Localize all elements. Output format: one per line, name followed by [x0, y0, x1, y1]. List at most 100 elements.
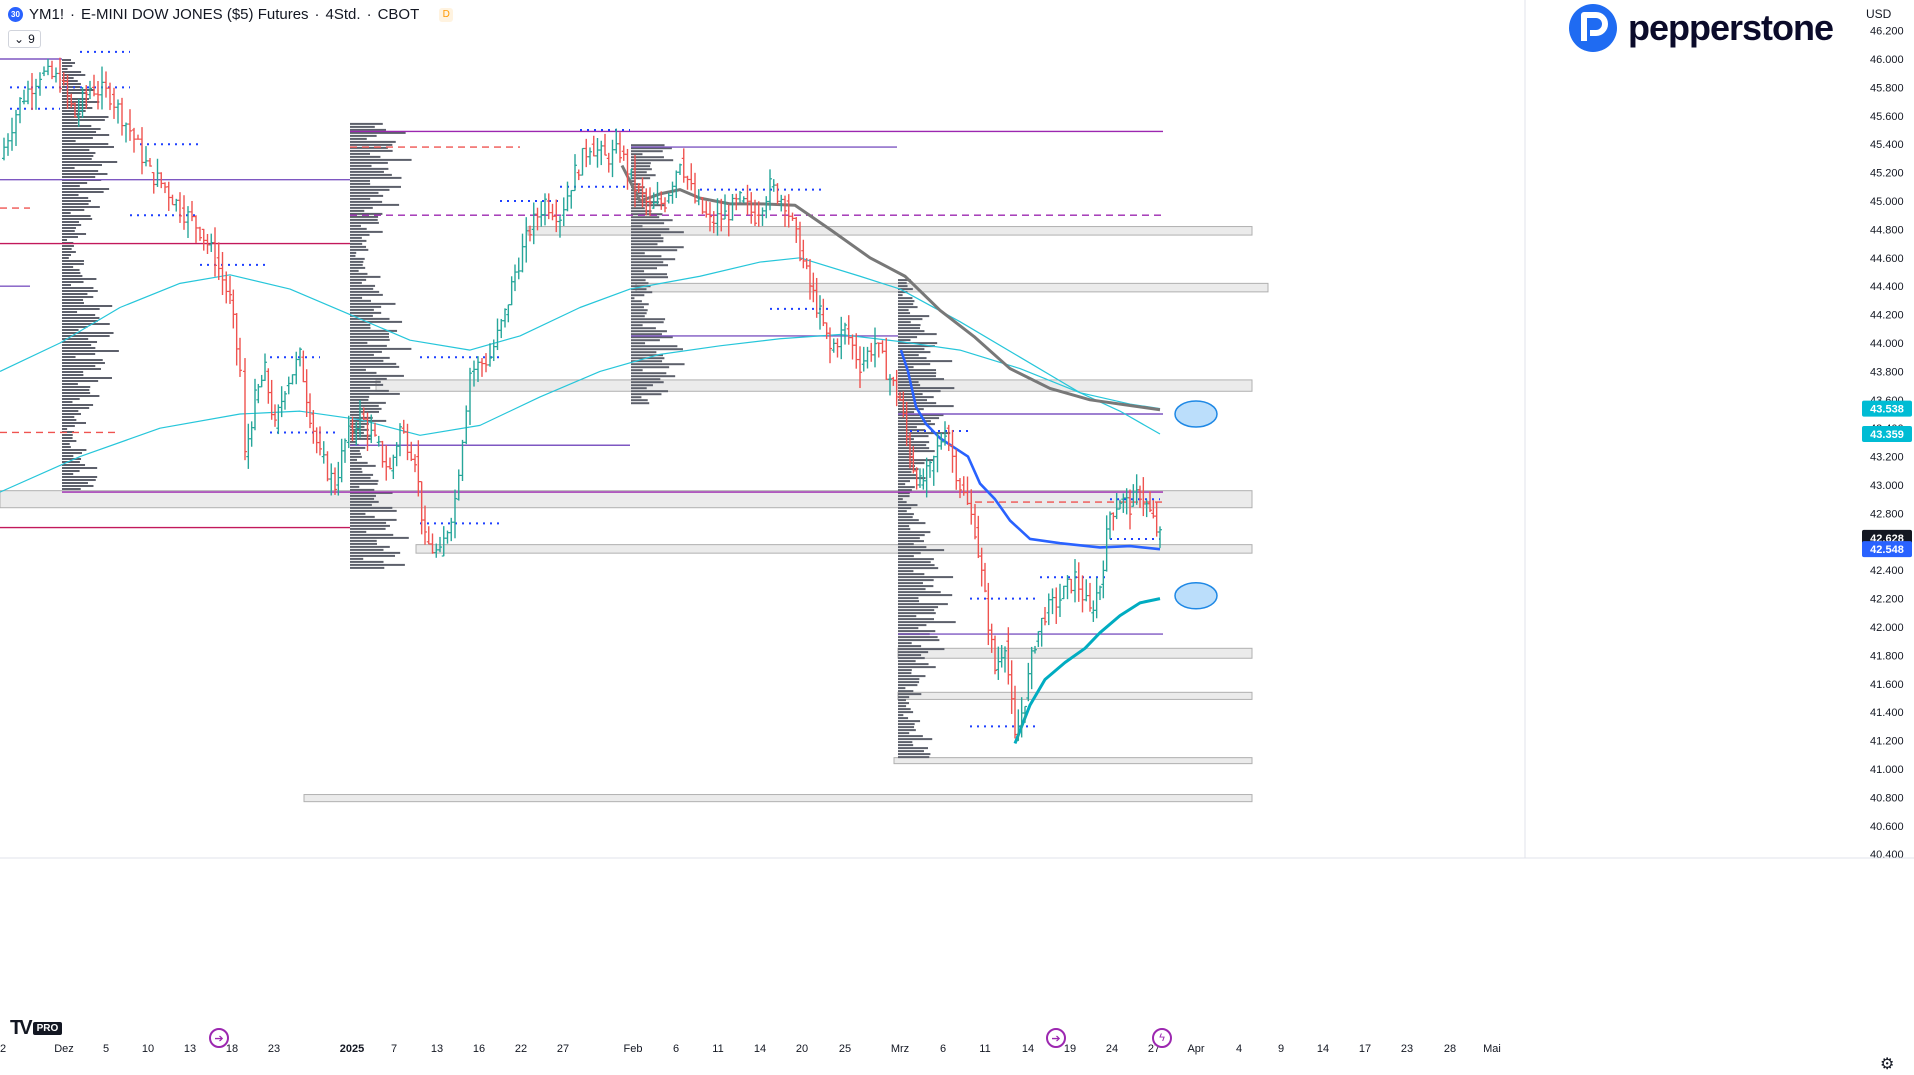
settings-gear-icon[interactable]: ⚙: [1880, 1056, 1895, 1073]
volume-profile-bar: [62, 359, 103, 361]
volume-profile-bar: [62, 374, 84, 376]
volume-profile-bar: [898, 585, 934, 588]
volume-profile-bar: [898, 369, 937, 372]
volume-profile-bar: [631, 399, 648, 402]
header-separator: ·: [70, 6, 76, 23]
volume-profile-bar: [350, 164, 372, 167]
volume-profile-bar: [350, 404, 379, 407]
volume-profile-bar: [898, 525, 910, 528]
volume-profile-bar: [350, 194, 384, 197]
volume-profile-bar: [350, 179, 371, 182]
interval-label[interactable]: 4Std.: [325, 6, 361, 23]
volume-profile-bar: [62, 143, 109, 145]
volume-profile-bar: [62, 125, 92, 127]
y-tick-label: 42.200: [1870, 594, 1904, 606]
event-marker-icon[interactable]: ϟ: [1152, 1028, 1172, 1048]
volume-profile-bar: [631, 252, 645, 255]
volume-profile-bar: [62, 383, 78, 385]
volume-profile-bar: [898, 288, 913, 291]
volume-profile-bar: [898, 297, 913, 300]
indicators-toggle[interactable]: ⌄ 9: [8, 30, 41, 48]
volume-profile-bar: [62, 107, 93, 109]
event-marker-icon[interactable]: ➔: [1046, 1028, 1066, 1048]
volume-profile-bar: [898, 420, 931, 423]
volume-profile-bar: [350, 215, 379, 218]
volume-profile-bar: [631, 210, 652, 213]
volume-profile-bar: [350, 386, 371, 389]
y-tick-label: 44.000: [1870, 338, 1904, 350]
volume-profile-bar: [62, 368, 101, 370]
volume-profile-bar: [62, 191, 104, 193]
volume-profile-bar: [350, 242, 363, 245]
volume-profile-bar: [350, 398, 369, 401]
price-zone: [0, 490, 1253, 509]
volume-profile-bar: [350, 170, 384, 173]
volume-profile-bar: [631, 276, 669, 279]
volume-profile-bar: [62, 449, 87, 451]
volume-profile-bar: [350, 131, 406, 134]
tradingview-logo[interactable]: TV PRO: [10, 1017, 63, 1040]
symbol-ticker[interactable]: YM1!: [29, 6, 65, 23]
volume-profile-bar: [62, 233, 87, 235]
volume-profile-bar: [631, 198, 641, 201]
volume-profile-bar: [62, 371, 84, 373]
volume-profile-bar: [62, 176, 96, 178]
volume-profile-bar: [62, 245, 74, 247]
volume-profile-bar: [631, 270, 645, 273]
y-tick-label: 41.600: [1870, 679, 1904, 691]
volume-profile-bar: [898, 711, 914, 714]
volume-profile-bar: [631, 363, 685, 366]
plot-area[interactable]: [0, 0, 1525, 858]
price-zone: [375, 379, 1253, 392]
volume-profile-bar: [62, 197, 89, 199]
x-tick-label: 2025: [340, 1043, 364, 1055]
currency-label[interactable]: USD: [1866, 7, 1892, 21]
volume-profile-bar: [62, 443, 70, 445]
volume-profile-bar: [62, 131, 97, 133]
event-marker-icon[interactable]: ➔: [209, 1028, 229, 1048]
volume-profile-bar: [350, 371, 377, 374]
volume-profile-bar: [62, 113, 81, 115]
brand-logo: pepperstone: [1568, 3, 1834, 53]
volume-profile-bar: [898, 684, 918, 687]
volume-profile-bar: [898, 423, 935, 426]
volume-profile-bar: [898, 381, 919, 384]
x-tick-label: 6: [673, 1043, 679, 1055]
y-tick-label: 45.800: [1870, 82, 1904, 94]
indicator-count: 9: [28, 32, 35, 46]
volume-profile-bar: [898, 522, 926, 525]
volume-profile-bar: [898, 495, 910, 498]
volume-profile-bar: [631, 387, 647, 390]
volume-profile-bar: [350, 563, 405, 566]
symbol-header[interactable]: 30 YM1! · E-MINI DOW JONES ($5) Futures …: [8, 6, 454, 23]
price-label: 43.359: [1870, 429, 1904, 441]
volume-profile-bar: [898, 609, 935, 612]
volume-profile-bar: [62, 395, 100, 397]
volume-profile-bar: [62, 296, 94, 298]
volume-profile-bar: [350, 245, 367, 248]
pepperstone-icon: [1569, 4, 1617, 52]
volume-profile-bar: [631, 345, 678, 348]
volume-profile-bar: [350, 524, 390, 527]
volume-profile-bar: [62, 134, 110, 136]
volume-profile-bar: [350, 515, 375, 518]
volume-profile-bar: [898, 393, 923, 396]
volume-profile-bar: [898, 726, 915, 729]
volume-profile-bar: [631, 339, 660, 342]
delayed-data-badge[interactable]: D: [439, 7, 454, 22]
volume-profile-bar: [631, 240, 664, 243]
volume-profile-bar: [631, 291, 653, 294]
y-tick-label: 44.400: [1870, 281, 1904, 293]
volume-profile-bar: [350, 536, 409, 539]
volume-profile-bar: [898, 285, 908, 288]
price-axis[interactable]: [1525, 0, 1914, 1075]
volume-profile-bar: [898, 435, 929, 438]
volume-profile-bar: [62, 347, 96, 349]
volume-profile-bar: [62, 365, 96, 367]
volume-profile-bar: [631, 348, 683, 351]
volume-profile-bar: [62, 446, 71, 448]
volume-profile-bar: [631, 177, 651, 180]
volume-profile-bar: [350, 365, 400, 368]
symbol-name: E-MINI DOW JONES ($5) Futures: [81, 6, 309, 23]
